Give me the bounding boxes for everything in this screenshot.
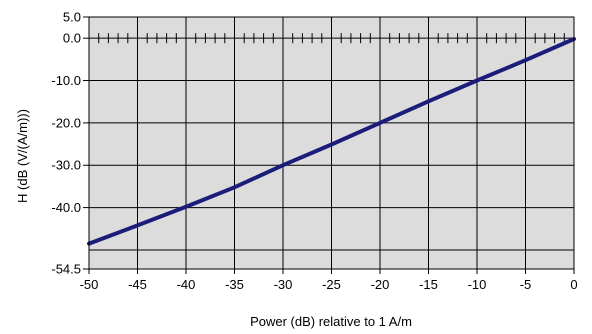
x-tick-label: 0 (570, 277, 577, 292)
y-tick-label: -40.0 (51, 200, 81, 215)
y-tick-label: 0.0 (63, 31, 81, 46)
y-tick-label: -54.5 (51, 262, 81, 277)
x-tick-label: -40 (177, 277, 196, 292)
x-tick-label: -5 (520, 277, 532, 292)
y-tick-label: -20.0 (51, 115, 81, 130)
x-tick-label: -45 (128, 277, 147, 292)
x-tick-label: -25 (322, 277, 341, 292)
y-tick-label: -30.0 (51, 158, 81, 173)
x-tick-label: -10 (468, 277, 487, 292)
x-tick-label: -50 (80, 277, 99, 292)
series-layer (87, 37, 576, 246)
x-tick-label: -30 (274, 277, 293, 292)
x-tick-label: -35 (225, 277, 244, 292)
y-tick-labels: 5.0 0.0 -10.0 -20.0 -30.0 -40.0 -54.5 (51, 10, 89, 277)
y-tick-label: 5.0 (63, 10, 81, 25)
y-axis-label: H (dB (V/(A/m))) (15, 109, 30, 203)
x-tick-labels: -50 -45 -40 -35 -30 -25 -20 -15 -10 -5 0 (80, 269, 578, 292)
x-tick-label: -20 (371, 277, 390, 292)
series-line (87, 37, 576, 246)
y-tick-label: -10.0 (51, 73, 81, 88)
x-tick-label: -15 (419, 277, 438, 292)
x-axis-label: Power (dB) relative to 1 A/m (250, 314, 412, 329)
